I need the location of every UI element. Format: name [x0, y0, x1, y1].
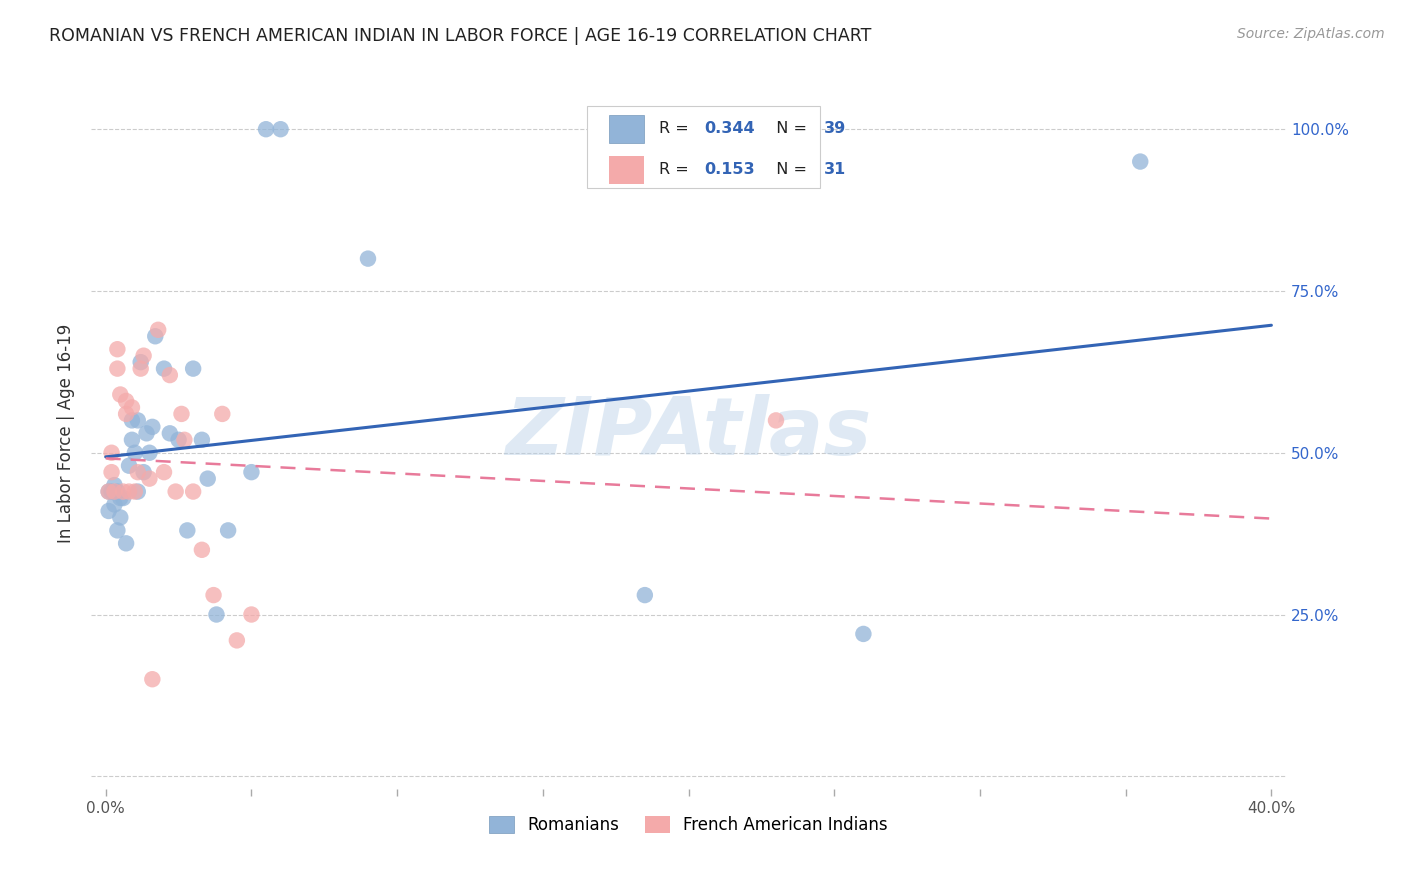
- Text: R =: R =: [658, 162, 693, 178]
- Point: [127, 465, 149, 479]
- Point: [141, 420, 163, 434]
- Point: [211, 407, 233, 421]
- FancyBboxPatch shape: [586, 106, 820, 187]
- Point: [143, 329, 166, 343]
- Point: [148, 323, 170, 337]
- Point: [181, 361, 204, 376]
- Point: [240, 465, 263, 479]
- Point: [100, 484, 122, 499]
- Point: [270, 122, 292, 136]
- Point: [97, 504, 120, 518]
- FancyBboxPatch shape: [609, 114, 644, 143]
- Point: [225, 633, 247, 648]
- Point: [100, 465, 122, 479]
- Point: [138, 446, 160, 460]
- Text: ROMANIAN VS FRENCH AMERICAN INDIAN IN LABOR FORCE | AGE 16-19 CORRELATION CHART: ROMANIAN VS FRENCH AMERICAN INDIAN IN LA…: [49, 27, 872, 45]
- Point: [634, 588, 657, 602]
- Point: [127, 484, 149, 499]
- Text: 39: 39: [824, 121, 846, 136]
- Point: [173, 433, 195, 447]
- Point: [202, 588, 225, 602]
- Point: [205, 607, 228, 622]
- Point: [110, 510, 132, 524]
- Point: [135, 426, 157, 441]
- Point: [167, 433, 190, 447]
- Point: [138, 472, 160, 486]
- Point: [105, 342, 128, 356]
- Point: [153, 361, 176, 376]
- Point: [103, 498, 125, 512]
- Point: [217, 524, 239, 538]
- Point: [191, 542, 214, 557]
- Point: [141, 672, 163, 686]
- Point: [121, 433, 143, 447]
- Point: [357, 252, 380, 266]
- Point: [112, 484, 135, 499]
- Point: [170, 407, 193, 421]
- Text: N =: N =: [766, 162, 813, 178]
- Point: [110, 491, 132, 505]
- Text: 31: 31: [824, 162, 846, 178]
- Point: [105, 524, 128, 538]
- Point: [103, 478, 125, 492]
- Point: [181, 484, 204, 499]
- Point: [852, 627, 875, 641]
- Point: [112, 491, 135, 505]
- Point: [127, 413, 149, 427]
- Point: [159, 426, 181, 441]
- Point: [132, 465, 155, 479]
- Point: [105, 484, 128, 499]
- Text: 0.344: 0.344: [704, 121, 755, 136]
- Text: ZIPAtlas: ZIPAtlas: [505, 394, 872, 473]
- Point: [115, 407, 138, 421]
- Point: [159, 368, 181, 383]
- Point: [197, 472, 219, 486]
- Point: [165, 484, 187, 499]
- Point: [97, 484, 120, 499]
- Text: R =: R =: [658, 121, 693, 136]
- Point: [1129, 154, 1152, 169]
- Point: [118, 458, 141, 473]
- FancyBboxPatch shape: [609, 155, 644, 184]
- Point: [100, 446, 122, 460]
- Point: [240, 607, 263, 622]
- Point: [97, 484, 120, 499]
- Y-axis label: In Labor Force | Age 16-19: In Labor Force | Age 16-19: [58, 324, 75, 543]
- Point: [118, 484, 141, 499]
- Point: [121, 401, 143, 415]
- Point: [254, 122, 277, 136]
- Text: Source: ZipAtlas.com: Source: ZipAtlas.com: [1237, 27, 1385, 41]
- Point: [110, 387, 132, 401]
- Point: [129, 355, 152, 369]
- Point: [176, 524, 198, 538]
- Point: [121, 413, 143, 427]
- Point: [115, 536, 138, 550]
- Point: [115, 394, 138, 409]
- Point: [765, 413, 787, 427]
- Point: [103, 484, 125, 499]
- Point: [105, 361, 128, 376]
- Point: [124, 446, 146, 460]
- Point: [191, 433, 214, 447]
- Point: [129, 361, 152, 376]
- Point: [132, 349, 155, 363]
- Point: [153, 465, 176, 479]
- Point: [124, 484, 146, 499]
- Text: N =: N =: [766, 121, 813, 136]
- Legend: Romanians, French American Indians: Romanians, French American Indians: [489, 816, 887, 834]
- Text: 0.153: 0.153: [704, 162, 755, 178]
